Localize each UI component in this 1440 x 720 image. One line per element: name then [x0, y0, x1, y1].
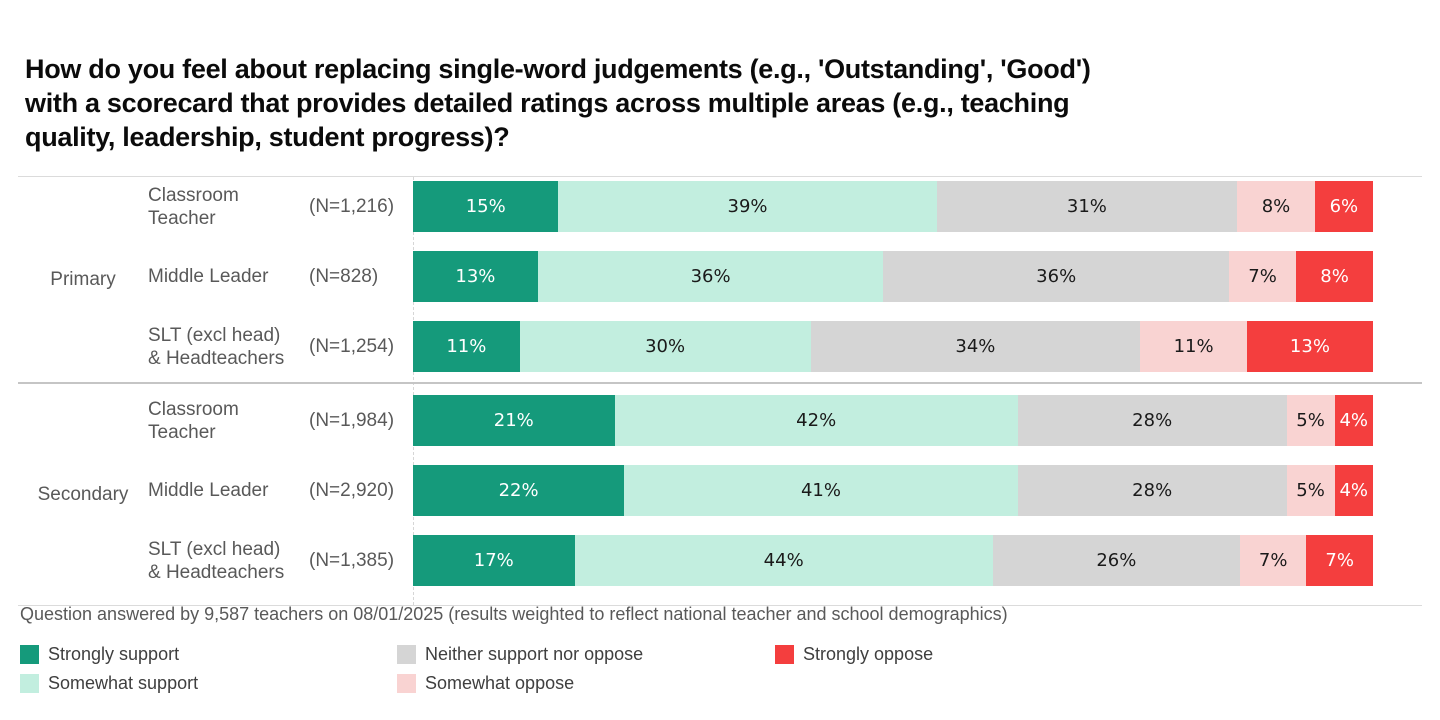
- group-label-primary: Primary: [50, 268, 116, 290]
- title-line-1: How do you feel about replacing single-w…: [25, 54, 1091, 84]
- sample-size-label: (N=1,984): [309, 409, 395, 431]
- bar-segment-somewhat-support: 44%: [574, 535, 993, 586]
- footnote: Question answered by 9,587 teachers on 0…: [20, 604, 1008, 624]
- legend-swatch-strongly-oppose-icon: [775, 645, 794, 664]
- legend-item-somewhat-support: Somewhat support: [20, 673, 198, 693]
- legend-item-strongly-oppose: Strongly oppose: [775, 644, 933, 664]
- bar-segment-strongly-oppose: 13%: [1246, 321, 1373, 372]
- legend-item-strongly-support: Strongly support: [20, 644, 198, 664]
- chart-row: SLT (excl head) & Headteachers (N=1,254)…: [148, 321, 1422, 372]
- bar-segment-neither-support-nor-oppose: 36%: [883, 251, 1229, 302]
- row-label: Classroom Teacher: [148, 184, 239, 229]
- legend-swatch-neither-icon: [397, 645, 416, 664]
- legend-column-2: Neither support nor oppose Somewhat oppo…: [397, 644, 643, 703]
- stacked-bar: 17% 44% 26% 7% 7%: [413, 535, 1373, 586]
- row-label: Middle Leader: [148, 266, 269, 287]
- axis-baseline-dashed: [413, 177, 414, 605]
- title-line-3: quality, leadership, student progress)?: [25, 122, 510, 152]
- bar-segment-somewhat-oppose: 11%: [1140, 321, 1247, 372]
- bar-segment-strongly-oppose: 8%: [1296, 251, 1373, 302]
- bar-segment-somewhat-support: 36%: [537, 251, 884, 302]
- row-label: SLT (excl head) & Headteachers: [148, 324, 285, 369]
- bar-segment-somewhat-support: 30%: [519, 321, 811, 372]
- stacked-bar: 11% 30% 34% 11% 13%: [413, 321, 1373, 372]
- bar-segment-somewhat-support: 42%: [614, 395, 1018, 446]
- row-label: SLT (excl head) & Headteachers: [148, 538, 285, 583]
- legend-swatch-strongly-support-icon: [20, 645, 39, 664]
- bar-segment-somewhat-support: 41%: [624, 465, 1018, 516]
- chart-row: Middle Leader (N=828) 13% 36% 36% 7% 8%: [148, 251, 1422, 302]
- chart-row: Classroom Teacher (N=1,984) 21% 42% 28% 5% 4…: [148, 395, 1422, 446]
- sample-size-label: (N=2,920): [309, 479, 395, 501]
- bar-segment-strongly-oppose: 7%: [1306, 535, 1373, 586]
- bar-segment-strongly-oppose: 6%: [1314, 181, 1373, 232]
- stacked-bar: 13% 36% 36% 7% 8%: [413, 251, 1373, 302]
- chart-row: Middle Leader (N=2,920) 22% 41% 28% 5% 4%: [148, 465, 1422, 516]
- title-line-2: with a scorecard that provides detailed …: [25, 88, 1070, 118]
- stacked-bar: 22% 41% 28% 5% 4%: [413, 465, 1373, 516]
- row-label: Classroom Teacher: [148, 398, 239, 443]
- sample-size-label: (N=1,385): [309, 549, 395, 571]
- bar-segment-somewhat-oppose: 5%: [1286, 395, 1335, 446]
- bar-segment-neither-support-nor-oppose: 31%: [936, 181, 1238, 232]
- stacked-bar: 21% 42% 28% 5% 4%: [413, 395, 1373, 446]
- legend: Strongly support Somewhat support Neithe…: [20, 644, 1420, 705]
- legend-column-3: Strongly oppose: [775, 644, 933, 674]
- group-label-secondary: Secondary: [37, 483, 129, 505]
- legend-item-neither: Neither support nor oppose: [397, 644, 643, 664]
- legend-swatch-somewhat-oppose-icon: [397, 674, 416, 693]
- group-section-primary: Primary Classroom Teacher (N=1,216) 15% 3…: [18, 177, 1422, 384]
- sample-size-label: (N=1,216): [309, 195, 395, 217]
- sample-size-label: (N=828): [309, 265, 379, 287]
- chart-row: Classroom Teacher (N=1,216) 15% 39% 31% 8% 6…: [148, 181, 1422, 232]
- chart-title: How do you feel about replacing single-w…: [25, 52, 1425, 154]
- bar-segment-somewhat-oppose: 5%: [1286, 465, 1335, 516]
- bar-segment-somewhat-oppose: 7%: [1228, 251, 1297, 302]
- chart-row: SLT (excl head) & Headteachers (N=1,385)…: [148, 535, 1422, 586]
- bar-segment-strongly-oppose: 4%: [1334, 465, 1373, 516]
- bar-segment-neither-support-nor-oppose: 26%: [992, 535, 1240, 586]
- bar-segment-strongly-support: 21%: [413, 395, 615, 446]
- bar-segment-strongly-support: 13%: [413, 251, 538, 302]
- group-section-secondary: Secondary Classroom Teacher (N=1,984) 21…: [18, 384, 1422, 605]
- bar-segment-strongly-oppose: 4%: [1334, 395, 1373, 446]
- bar-segment-strongly-support: 22%: [413, 465, 625, 516]
- bar-segment-somewhat-oppose: 7%: [1239, 535, 1307, 586]
- bar-segment-neither-support-nor-oppose: 28%: [1017, 395, 1287, 446]
- legend-column-1: Strongly support Somewhat support: [20, 644, 198, 703]
- bar-segment-neither-support-nor-oppose: 28%: [1017, 465, 1287, 516]
- bar-segment-strongly-support: 11%: [413, 321, 520, 372]
- legend-swatch-somewhat-support-icon: [20, 674, 39, 693]
- stacked-bar: 15% 39% 31% 8% 6%: [413, 181, 1373, 232]
- row-label: Middle Leader: [148, 480, 269, 501]
- bar-segment-strongly-support: 17%: [413, 535, 575, 586]
- stacked-bar-chart: Primary Classroom Teacher (N=1,216) 15% 3…: [18, 176, 1422, 606]
- bar-segment-neither-support-nor-oppose: 34%: [810, 321, 1141, 372]
- sample-size-label: (N=1,254): [309, 335, 395, 357]
- bar-segment-somewhat-support: 39%: [558, 181, 937, 232]
- legend-item-somewhat-oppose: Somewhat oppose: [397, 673, 643, 693]
- bar-segment-strongly-support: 15%: [413, 181, 559, 232]
- bar-segment-somewhat-oppose: 8%: [1237, 181, 1315, 232]
